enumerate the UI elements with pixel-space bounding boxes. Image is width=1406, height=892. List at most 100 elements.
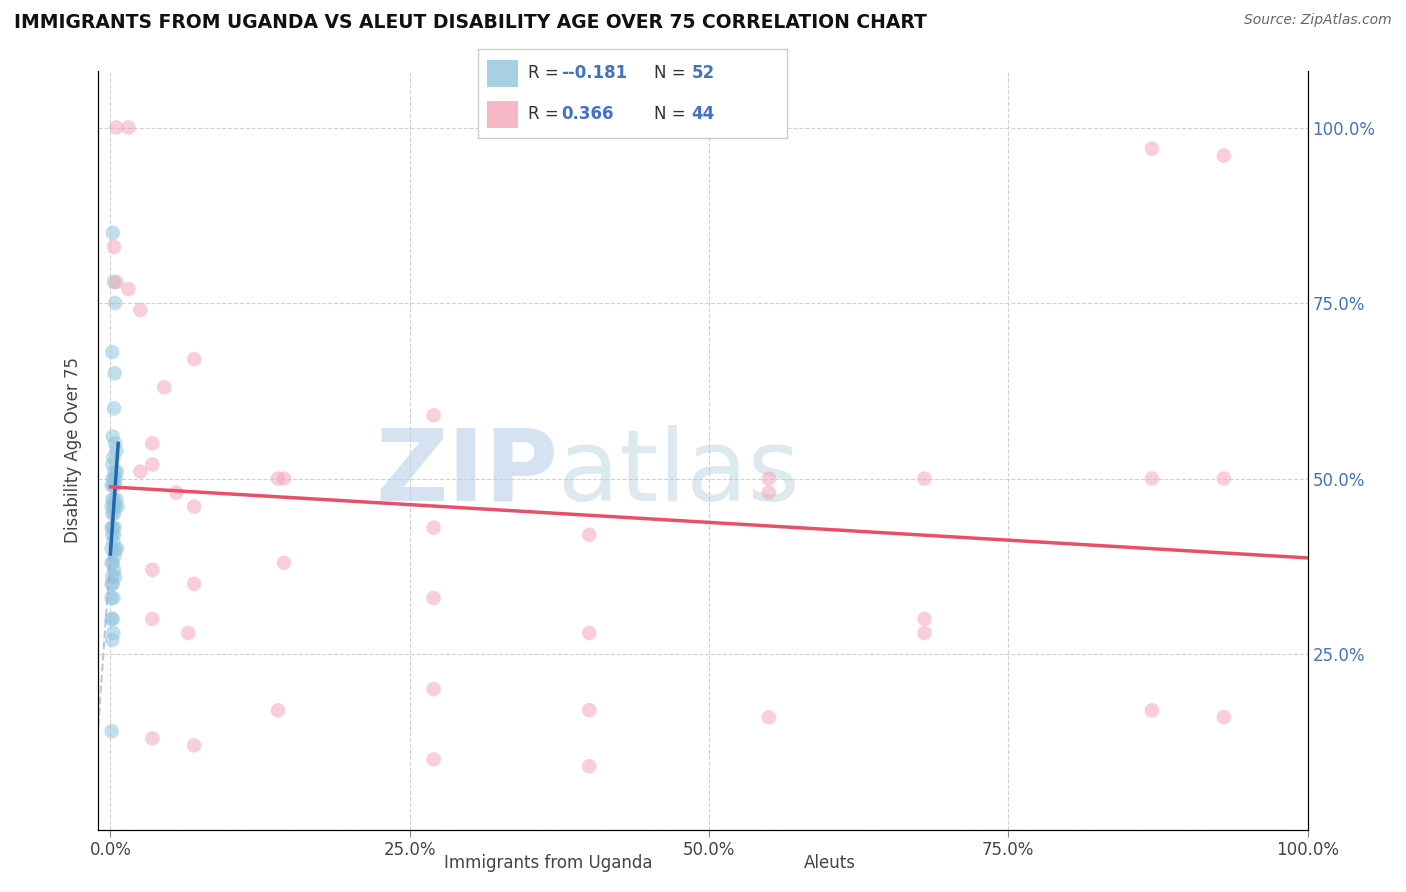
Point xyxy=(101,521,124,535)
Point xyxy=(103,507,125,521)
Point xyxy=(1140,703,1163,717)
Point xyxy=(183,739,205,753)
Point xyxy=(103,549,125,563)
Y-axis label: Disability Age Over 75: Disability Age Over 75 xyxy=(65,358,83,543)
Text: 0.366: 0.366 xyxy=(561,105,614,123)
Point xyxy=(103,450,125,465)
Text: R =: R = xyxy=(527,64,564,82)
Point xyxy=(101,527,124,541)
Point xyxy=(422,521,444,535)
Text: atlas: atlas xyxy=(558,425,800,522)
Point xyxy=(103,492,125,507)
Point xyxy=(914,471,936,485)
Text: N =: N = xyxy=(654,64,692,82)
Point xyxy=(101,577,124,591)
Point xyxy=(267,703,290,717)
Point xyxy=(103,527,125,541)
Point xyxy=(105,492,128,507)
Point xyxy=(105,120,128,135)
Point xyxy=(758,485,780,500)
Point xyxy=(103,366,125,380)
Point xyxy=(101,458,124,472)
Point xyxy=(273,471,295,485)
Point xyxy=(141,612,163,626)
Point xyxy=(1212,471,1234,485)
Point xyxy=(422,591,444,605)
Point xyxy=(105,275,128,289)
Point xyxy=(578,759,600,773)
Point xyxy=(100,541,122,556)
Point xyxy=(105,465,128,479)
Point xyxy=(1212,148,1234,162)
Point xyxy=(422,682,444,697)
Point xyxy=(101,492,124,507)
Point xyxy=(101,507,124,521)
Point xyxy=(117,282,139,296)
Point xyxy=(103,401,125,416)
Text: R =: R = xyxy=(527,105,564,123)
Point xyxy=(103,626,125,640)
Point xyxy=(100,724,122,739)
Point xyxy=(422,752,444,766)
Point xyxy=(103,471,125,485)
Point xyxy=(141,563,163,577)
Point xyxy=(141,731,163,746)
Point xyxy=(107,500,129,514)
Point xyxy=(273,556,295,570)
Text: ZIP: ZIP xyxy=(375,425,558,522)
Point xyxy=(129,465,152,479)
Point xyxy=(101,612,124,626)
Text: IMMIGRANTS FROM UGANDA VS ALEUT DISABILITY AGE OVER 75 CORRELATION CHART: IMMIGRANTS FROM UGANDA VS ALEUT DISABILI… xyxy=(14,13,927,32)
Point xyxy=(104,570,127,584)
Point xyxy=(758,710,780,724)
Point xyxy=(183,352,205,367)
Point xyxy=(103,275,125,289)
Point xyxy=(103,465,125,479)
Text: Aleuts: Aleuts xyxy=(804,855,855,872)
Point xyxy=(104,436,127,450)
Point xyxy=(100,556,122,570)
Point xyxy=(183,500,205,514)
Point xyxy=(100,612,122,626)
Point xyxy=(104,500,127,514)
Point xyxy=(141,436,163,450)
Point xyxy=(101,556,124,570)
Point xyxy=(100,577,122,591)
Point xyxy=(578,527,600,541)
Point xyxy=(103,534,125,549)
Point xyxy=(117,120,139,135)
Point xyxy=(104,541,127,556)
Point xyxy=(183,577,205,591)
Text: Source: ZipAtlas.com: Source: ZipAtlas.com xyxy=(1244,13,1392,28)
Text: N =: N = xyxy=(654,105,692,123)
Point xyxy=(104,478,127,492)
Point xyxy=(103,478,125,492)
Point xyxy=(101,429,124,443)
Point xyxy=(103,521,125,535)
Point xyxy=(267,471,290,485)
Point xyxy=(104,471,127,485)
Bar xyxy=(488,60,519,87)
Point xyxy=(1140,471,1163,485)
Point xyxy=(578,626,600,640)
Point xyxy=(578,703,600,717)
Point xyxy=(103,563,125,577)
Point xyxy=(914,612,936,626)
Point xyxy=(100,591,122,605)
Point xyxy=(105,541,128,556)
Point xyxy=(105,443,128,458)
Point xyxy=(103,240,125,254)
Point xyxy=(914,626,936,640)
Point xyxy=(100,500,122,514)
Text: --0.181: --0.181 xyxy=(561,64,627,82)
Point xyxy=(101,226,124,240)
Point xyxy=(758,471,780,485)
Text: 52: 52 xyxy=(692,64,714,82)
Point xyxy=(101,471,124,485)
Point xyxy=(101,633,124,648)
Point xyxy=(100,521,122,535)
Point xyxy=(104,296,127,310)
Text: 44: 44 xyxy=(692,105,714,123)
Point xyxy=(141,458,163,472)
Point xyxy=(422,409,444,423)
